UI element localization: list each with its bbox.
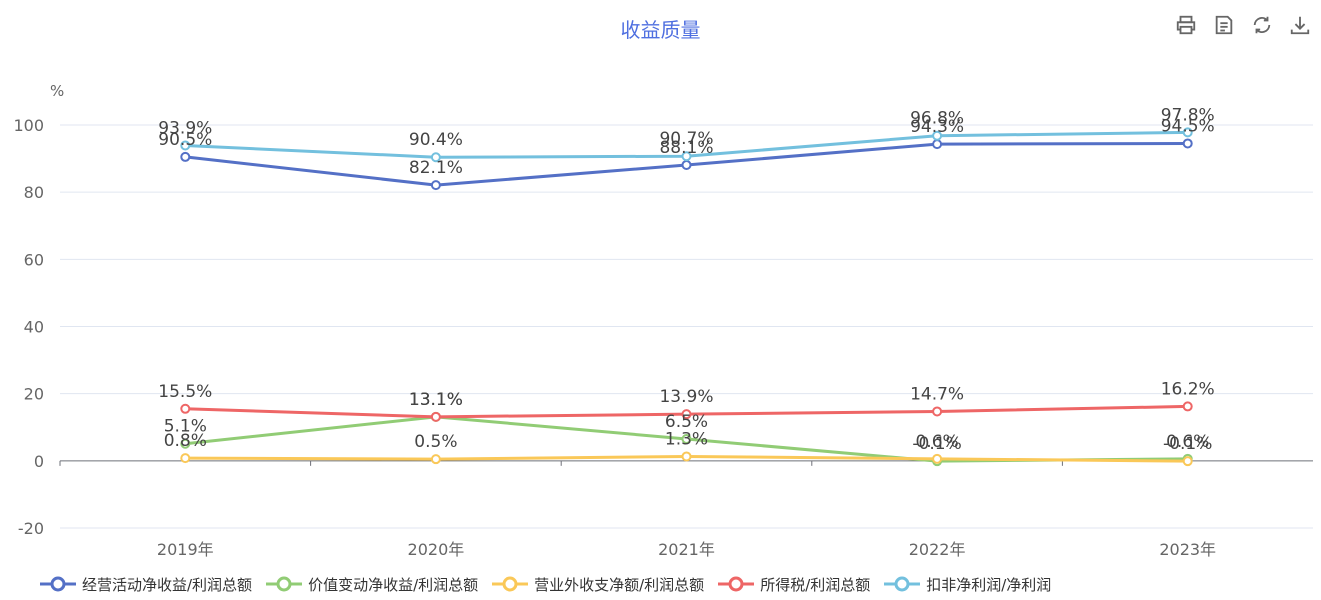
legend-item[interactable]: 营业外收支净额/利润总额: [492, 574, 704, 595]
data-point[interactable]: [681, 151, 692, 162]
data-label: 97.8%: [1161, 105, 1215, 125]
restore-icon[interactable]: [1249, 12, 1275, 38]
data-label: 88.1%: [659, 138, 713, 158]
data-label: 82.1%: [409, 158, 463, 178]
data-point[interactable]: [681, 159, 692, 170]
data-point[interactable]: [180, 453, 191, 464]
data-label: 90.5%: [158, 130, 212, 150]
series-line: [180, 401, 1193, 422]
data-label: 6.5%: [665, 412, 708, 432]
data-point[interactable]: [932, 406, 943, 417]
data-point[interactable]: [430, 454, 441, 465]
y-tick-label: 0: [34, 452, 44, 471]
y-axis-unit: %: [50, 82, 64, 100]
series-line: [180, 138, 1193, 191]
x-tick-label: 2021年: [658, 540, 715, 559]
data-point[interactable]: [1182, 401, 1193, 412]
data-label: 96.8%: [910, 109, 964, 129]
data-point[interactable]: [430, 411, 441, 422]
legend-item[interactable]: 经营活动净收益/利润总额: [40, 574, 252, 595]
data-point[interactable]: [180, 403, 191, 414]
data-point[interactable]: [180, 438, 191, 449]
series-line: [180, 451, 1193, 467]
data-label: 94.5%: [1161, 116, 1215, 136]
legend-label: 营业外收支净额/利润总额: [534, 575, 705, 594]
legend-label: 价值变动净收益/利润总额: [308, 575, 479, 594]
data-label: 0.8%: [164, 431, 207, 451]
line-chart: % -20 0 20 40 60 80 100 2019年 2020年 2021年 2022年 2023…: [13, 82, 1313, 559]
data-point[interactable]: [1182, 127, 1193, 138]
data-label: -0.1%: [1163, 434, 1212, 454]
data-label: 0.6%: [1166, 432, 1209, 452]
legend: 经营活动净收益/利润总额 价值变动净收益/利润总额 营业外收支净额/利润总额 所得税/…: [40, 570, 1051, 598]
data-point[interactable]: [681, 434, 692, 445]
chart-title: 收益质量: [620, 18, 701, 42]
legend-swatch-icon: [492, 576, 529, 592]
data-label: 14.7%: [910, 384, 964, 404]
y-tick-label: 80: [24, 183, 44, 202]
legend-item[interactable]: 所得税/利润总额: [718, 574, 870, 595]
axes: % -20 0 20 40 60 80 100 2019年 2020年 2021年 2022年 2023…: [13, 82, 1216, 559]
series-layer: [180, 127, 1193, 467]
y-tick-label: 40: [24, 318, 44, 337]
data-label: 0.6%: [915, 432, 958, 452]
data-label: 90.4%: [409, 130, 463, 150]
legend-label: 所得税/利润总额: [760, 575, 871, 594]
download-icon[interactable]: [1287, 12, 1313, 38]
data-point[interactable]: [932, 453, 943, 464]
data-label: 13.1%: [409, 390, 463, 410]
data-point[interactable]: [681, 409, 692, 420]
y-tick-label: -20: [18, 519, 44, 538]
data-label: -0.1%: [912, 434, 961, 454]
data-point[interactable]: [932, 130, 943, 141]
data-label: 0.5%: [414, 432, 457, 452]
legend-item[interactable]: 价值变动净收益/利润总额: [266, 574, 478, 595]
print-icon[interactable]: [1173, 12, 1199, 38]
data-label: 1.3%: [665, 429, 708, 449]
data-point[interactable]: [430, 180, 441, 191]
y-tick-label: 60: [24, 250, 44, 269]
legend-swatch-icon: [718, 576, 755, 592]
data-label: 94.3%: [910, 117, 964, 137]
y-tick-label: 100: [13, 116, 44, 135]
data-point[interactable]: [430, 152, 441, 163]
data-point[interactable]: [681, 451, 692, 462]
x-tick-label: 2022年: [909, 540, 966, 559]
data-point[interactable]: [180, 140, 191, 151]
legend-swatch-icon: [266, 576, 303, 592]
legend-label: 经营活动净收益/利润总额: [82, 575, 253, 594]
x-tick-label: 2019年: [157, 540, 214, 559]
data-point[interactable]: [180, 151, 191, 162]
legend-label: 扣非净利润/净利润: [926, 575, 1052, 594]
legend-swatch-icon: [884, 576, 921, 592]
series-line: [180, 127, 1193, 163]
data-label: 15.5%: [158, 382, 212, 402]
x-tick-label: 2020年: [408, 540, 465, 559]
data-label: 13.1%: [409, 390, 463, 410]
data-labels: 90.5% 82.1% 88.1% 94.3% 94.5% 5.1% 13.1% 6.5% -0…: [158, 105, 1214, 454]
y-tick-label: 20: [24, 385, 44, 404]
data-label: 90.7%: [659, 129, 713, 149]
data-label: 5.1%: [164, 417, 207, 437]
data-point[interactable]: [1182, 456, 1193, 467]
legend-swatch-icon: [40, 576, 76, 592]
data-view-icon[interactable]: [1211, 12, 1237, 38]
data-point[interactable]: [1182, 138, 1193, 149]
x-tick-label: 2023年: [1159, 540, 1216, 559]
legend-item[interactable]: 扣非净利润/净利润: [884, 574, 1051, 595]
chart-toolbar: [1173, 12, 1313, 38]
data-label: 16.2%: [1161, 379, 1215, 399]
data-point[interactable]: [932, 139, 943, 150]
grid: [60, 124, 1313, 529]
data-label: 13.9%: [659, 387, 713, 407]
data-label: 93.9%: [158, 118, 212, 138]
